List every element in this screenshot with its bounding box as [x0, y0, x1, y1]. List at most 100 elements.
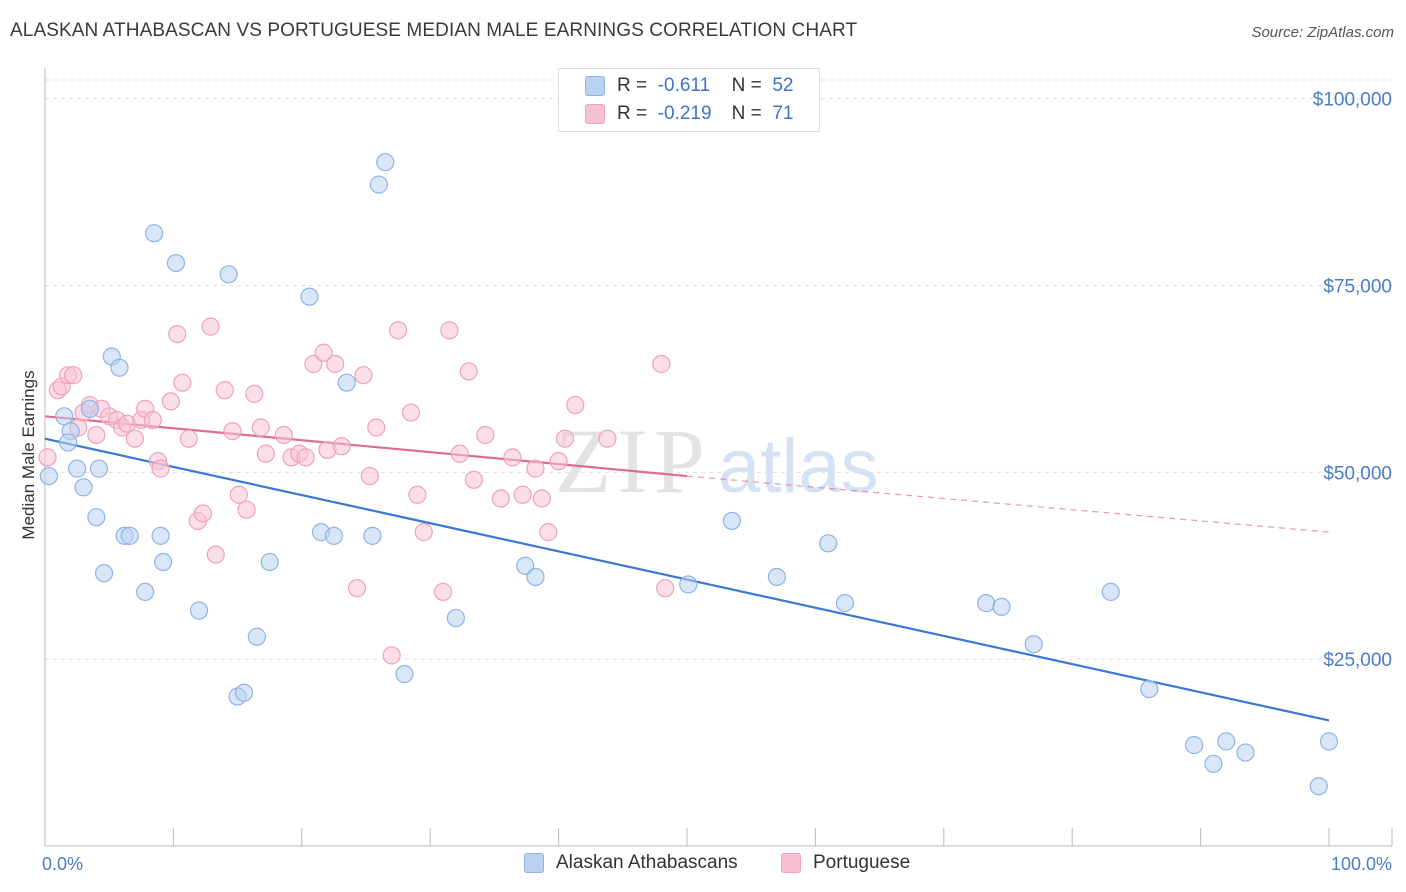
- legend-swatch-pink: [585, 104, 605, 124]
- data-point-portuguese: [179, 429, 198, 448]
- data-point-portuguese: [476, 425, 495, 445]
- data-point-portuguese: [223, 422, 242, 441]
- bottom-legend-alaskan: Alaskan Athabascans: [524, 852, 738, 874]
- data-point-alaskan: [526, 567, 545, 587]
- data-point-portuguese: [566, 395, 585, 415]
- data-point-portuguese: [38, 448, 57, 467]
- legend-n-value: 71: [772, 103, 794, 124]
- legend-r-label: R =: [617, 75, 648, 96]
- data-point-portuguese: [382, 646, 401, 665]
- source-label: Source: ZipAtlas.com: [1251, 24, 1394, 41]
- data-point-portuguese: [256, 444, 275, 463]
- data-point-portuguese: [408, 485, 427, 504]
- data-point-alaskan: [395, 665, 414, 684]
- data-point-portuguese: [87, 425, 106, 445]
- data-point-alaskan: [516, 556, 535, 575]
- data-point-portuguese: [598, 429, 617, 448]
- bottom-legend-swatch-pink: [781, 853, 801, 873]
- legend-row-alaskan: R = -0.611 N = 52: [585, 73, 793, 99]
- data-point-alaskan: [219, 265, 238, 284]
- data-point-portuguese: [143, 410, 162, 430]
- data-point-portuguese: [401, 403, 421, 422]
- data-point-alaskan: [189, 601, 209, 620]
- data-point-portuguese: [414, 523, 433, 542]
- grid-lines: [45, 79, 1392, 660]
- data-point-alaskan: [300, 287, 319, 306]
- data-point-alaskan: [819, 534, 838, 553]
- data-point-portuguese: [532, 489, 552, 508]
- data-point-portuguese: [464, 470, 483, 489]
- data-point-alaskan: [835, 594, 855, 613]
- y-tick-label: $100,000: [1313, 90, 1392, 111]
- x-tick-labels: 0.0% 100.0%: [42, 854, 1392, 874]
- data-point-portuguese: [549, 452, 568, 471]
- data-point-portuguese: [491, 489, 510, 508]
- data-point-alaskan: [94, 564, 114, 583]
- data-point-alaskan: [234, 683, 254, 702]
- data-point-alaskan: [1217, 732, 1236, 751]
- data-point-portuguese: [64, 366, 83, 385]
- data-point-alaskan: [363, 526, 382, 545]
- data-point-alaskan: [679, 575, 698, 594]
- data-point-alaskan: [1140, 679, 1159, 699]
- data-point-alaskan: [136, 582, 155, 602]
- data-point-portuguese: [161, 392, 180, 411]
- data-point-portuguese: [193, 504, 213, 523]
- legend-n-value: 52: [772, 75, 794, 96]
- data-point-alaskan: [1185, 736, 1204, 755]
- data-point-alaskan: [1024, 635, 1043, 654]
- data-point-alaskan: [1101, 582, 1120, 602]
- data-point-portuguese: [503, 448, 522, 467]
- data-point-portuguese: [237, 500, 256, 519]
- data-point-portuguese: [251, 418, 270, 437]
- data-point-portuguese: [206, 545, 225, 564]
- data-point-portuguese: [389, 321, 408, 340]
- data-point-alaskan: [154, 552, 173, 572]
- data-point-portuguese: [314, 343, 333, 362]
- data-point-portuguese: [539, 523, 558, 542]
- y-tick-labels: $25,000 $50,000 $75,000 $100,000: [1313, 90, 1392, 671]
- data-point-portuguese: [201, 317, 220, 336]
- bottom-legend-label: Portuguese: [813, 852, 911, 873]
- data-point-portuguese: [326, 354, 345, 374]
- watermark-zip: ZIP: [555, 410, 711, 512]
- data-point-portuguese: [125, 429, 144, 448]
- data-point-alaskan: [39, 466, 58, 486]
- y-axis-title: Median Male Earnings: [19, 370, 38, 539]
- data-point-portuguese: [332, 437, 351, 456]
- legend-r-value: -0.219: [657, 103, 712, 124]
- data-point-portuguese: [440, 321, 459, 340]
- data-point-portuguese: [555, 429, 575, 448]
- data-point-alaskan: [247, 627, 266, 646]
- data-point-portuguese: [168, 324, 187, 344]
- y-tick-label: $25,000: [1323, 650, 1392, 671]
- correlation-legend: R = -0.611 N = 52 R = -0.219 N = 71: [558, 68, 820, 132]
- chart-title: ALASKAN ATHABASCAN VS PORTUGUESE MEDIAN …: [10, 20, 858, 41]
- data-point-alaskan: [74, 478, 93, 497]
- data-point-alaskan: [59, 433, 78, 452]
- data-point-alaskan: [1319, 732, 1339, 751]
- data-point-alaskan: [67, 459, 87, 478]
- data-point-portuguese: [173, 373, 192, 392]
- legend-swatch-blue: [585, 76, 605, 96]
- data-point-alaskan: [166, 253, 186, 273]
- data-point-alaskan: [87, 508, 106, 527]
- y-tick-label: $75,000: [1323, 277, 1392, 298]
- data-point-portuguese: [245, 384, 264, 403]
- trend-line-portuguese-extension: [686, 475, 1330, 533]
- data-point-alaskan: [89, 459, 109, 478]
- x-tick-label: 0.0%: [42, 854, 83, 874]
- data-point-alaskan: [145, 224, 164, 243]
- data-point-portuguese: [513, 485, 532, 504]
- data-point-alaskan: [337, 373, 356, 392]
- data-point-alaskan: [376, 153, 395, 172]
- data-point-portuguese: [296, 448, 315, 467]
- data-point-alaskan: [977, 594, 996, 613]
- data-point-portuguese: [304, 354, 323, 374]
- bottom-legend-portuguese: Portuguese: [781, 852, 910, 874]
- data-point-alaskan: [369, 175, 388, 194]
- data-point-portuguese: [656, 579, 675, 598]
- data-point-portuguese: [450, 444, 469, 463]
- legend-r-value: -0.611: [657, 75, 711, 96]
